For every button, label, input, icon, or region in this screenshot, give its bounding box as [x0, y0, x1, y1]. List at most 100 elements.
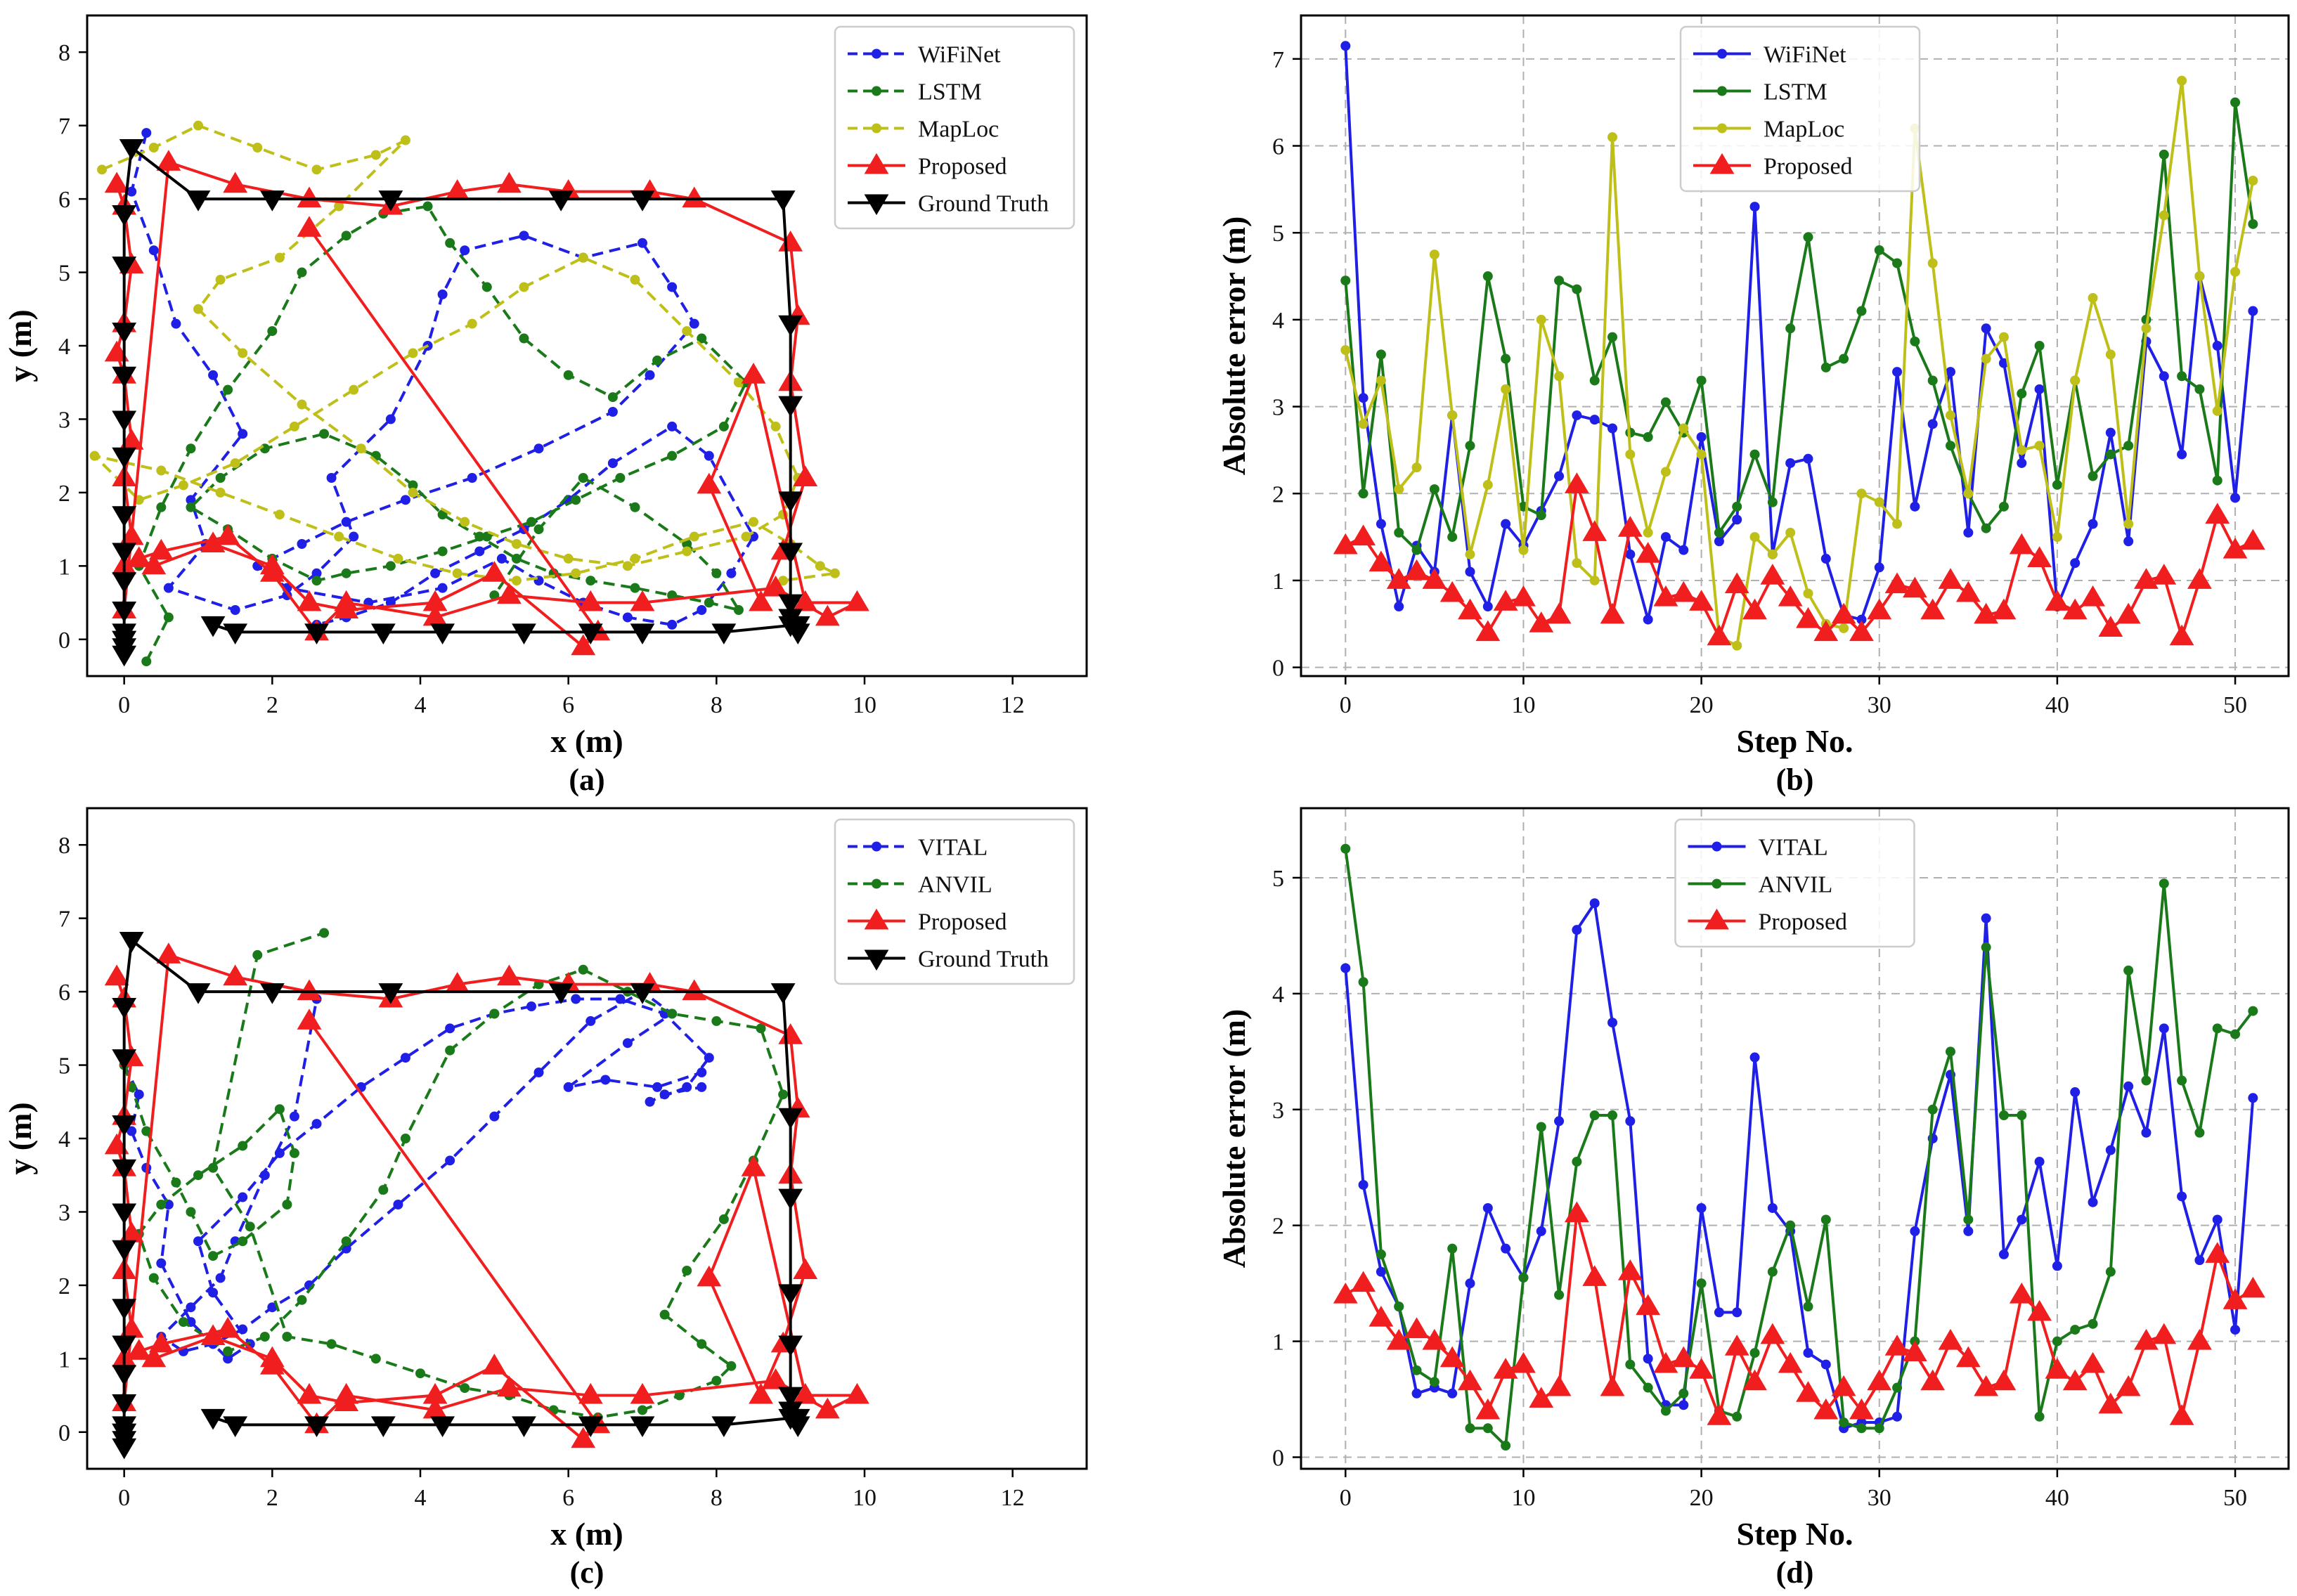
- x-axis-label: Step No.: [1736, 1516, 1853, 1552]
- data-point: [1839, 1417, 1849, 1428]
- data-point: [1600, 1375, 1625, 1396]
- data-point: [2152, 564, 2177, 585]
- data-point: [1475, 620, 1501, 642]
- data-point: [1785, 458, 1796, 468]
- data-point: [1831, 602, 1856, 624]
- data-point: [2212, 1214, 2222, 1225]
- data-point: [186, 983, 211, 1004]
- data-point: [793, 1258, 818, 1279]
- data-point: [393, 1200, 403, 1209]
- legend-label: VITAL: [1759, 835, 1828, 861]
- legend-marker: [1712, 841, 1722, 852]
- data-point: [1501, 1441, 1511, 1451]
- data-point: [1340, 345, 1351, 356]
- data-point: [2009, 1282, 2034, 1304]
- data-point: [156, 1200, 167, 1209]
- x-tick-label: 10: [853, 1485, 876, 1511]
- data-point: [1617, 1259, 1643, 1280]
- data-point: [297, 267, 307, 278]
- data-point: [2152, 1323, 2177, 1344]
- data-point: [1376, 1249, 1386, 1259]
- x-tick-label: 50: [2223, 692, 2247, 718]
- data-point: [370, 1354, 381, 1364]
- data-point: [430, 568, 441, 578]
- data-point: [2034, 384, 2045, 394]
- data-point: [200, 1324, 226, 1345]
- data-point: [1981, 353, 1991, 364]
- data-point: [571, 1427, 596, 1448]
- legend-entry: WiFiNet: [848, 42, 1001, 68]
- legend-entry: ANVIL: [848, 872, 992, 898]
- data-point: [511, 553, 522, 564]
- data-point: [489, 1111, 500, 1122]
- data-point: [1856, 306, 1867, 316]
- data-point: [112, 572, 137, 593]
- data-point: [2098, 616, 2123, 637]
- data-point: [2230, 493, 2241, 503]
- data-point: [171, 318, 181, 329]
- data-point: [1493, 1358, 1518, 1379]
- data-point: [89, 450, 100, 461]
- data-point: [445, 238, 455, 248]
- data-point: [1946, 367, 1956, 377]
- data-point: [638, 238, 647, 248]
- data-point: [2045, 1358, 2070, 1379]
- data-point: [1732, 501, 1742, 512]
- data-point: [119, 932, 144, 953]
- data-point: [1536, 1122, 1546, 1132]
- data-point: [1778, 585, 1803, 606]
- legend: VITAL ANVIL Proposed Ground Truth: [834, 818, 1075, 985]
- data-point: [208, 1251, 219, 1261]
- legend-box: [1679, 25, 1921, 193]
- data-point: [223, 1416, 248, 1438]
- data-point: [141, 656, 152, 667]
- data-point: [1760, 564, 1785, 585]
- data-point: [289, 1111, 299, 1122]
- data-point: [2088, 471, 2098, 481]
- data-point: [615, 473, 626, 483]
- data-point: [2017, 1214, 2027, 1225]
- y-tick-label: 5: [58, 261, 70, 287]
- data-point: [1447, 1243, 1458, 1254]
- data-point: [200, 1408, 226, 1430]
- data-point: [1867, 598, 1892, 620]
- data-point: [2123, 519, 2134, 529]
- data-point: [282, 1332, 292, 1342]
- data-point: [1927, 258, 1938, 268]
- legend-entry: VITAL: [848, 835, 988, 861]
- data-point: [667, 619, 678, 630]
- data-point: [1589, 375, 1600, 386]
- axes-frame: [86, 14, 1088, 677]
- data-point: [112, 1115, 137, 1136]
- data-point: [2230, 1325, 2241, 1335]
- data-point: [2088, 292, 2098, 303]
- data-point: [1482, 602, 1493, 612]
- data-point: [741, 363, 766, 384]
- data-point: [711, 1016, 722, 1026]
- y-tick-label: 2: [1272, 1214, 1284, 1240]
- data-point: [2177, 371, 2187, 382]
- data-point: [408, 480, 418, 491]
- data-point: [112, 1159, 137, 1181]
- panel-label: (b): [1776, 763, 1814, 797]
- data-point: [778, 594, 803, 616]
- series-line: [1344, 848, 2254, 1448]
- y-tick-label: 5: [58, 1053, 70, 1079]
- data-point: [1991, 598, 2017, 620]
- y-tick-label: 3: [58, 407, 70, 433]
- data-point: [1884, 1335, 1910, 1356]
- series-ground-truth: [112, 139, 810, 667]
- data-point: [1546, 602, 1572, 624]
- data-point: [496, 553, 507, 564]
- data-point: [1803, 1348, 1813, 1358]
- data-point: [1501, 384, 1511, 394]
- data-point: [400, 1134, 410, 1143]
- data-point: [1946, 410, 1956, 420]
- data-point: [1458, 598, 1482, 620]
- y-axis-label: Absolute error (m): [1216, 216, 1252, 476]
- data-point: [445, 971, 470, 993]
- data-point: [1963, 1226, 1974, 1236]
- data-point: [2177, 449, 2187, 460]
- data-point: [1938, 568, 1963, 589]
- data-point: [1742, 1369, 1767, 1391]
